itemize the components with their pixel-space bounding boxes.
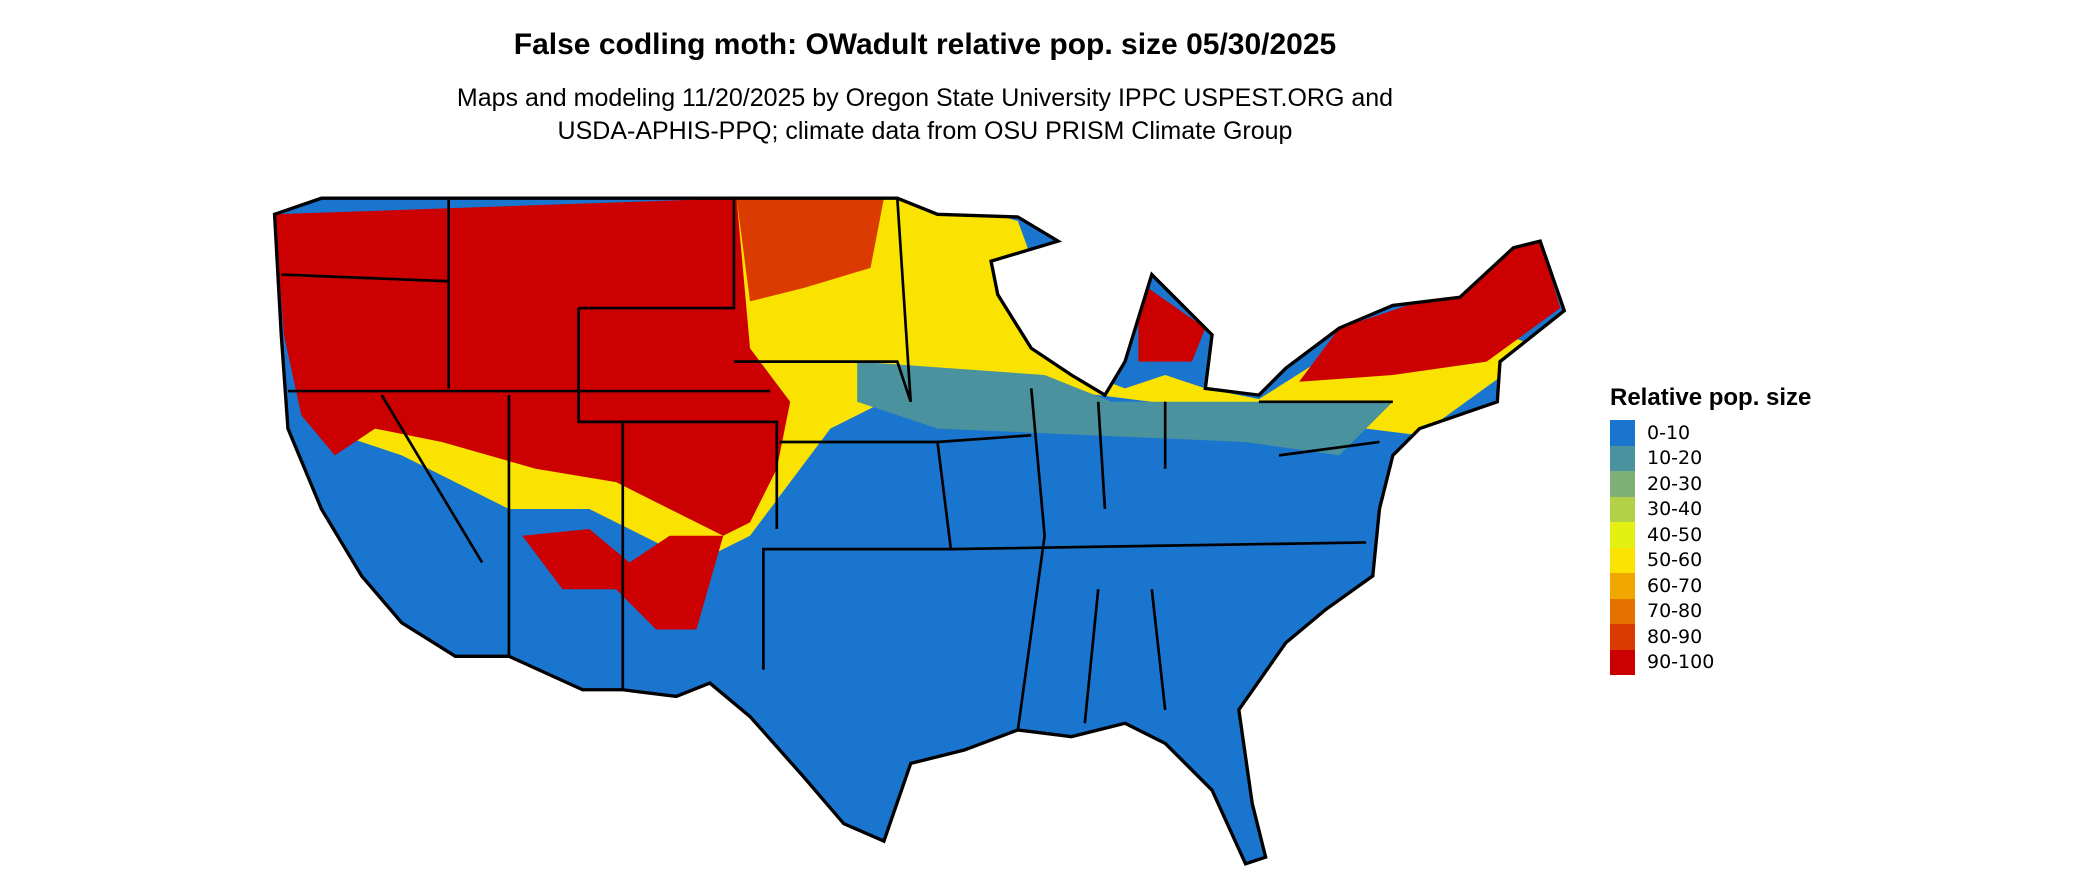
legend-item: 50-60 bbox=[1610, 547, 1811, 573]
legend-swatch bbox=[1610, 649, 1635, 675]
raster-zone bbox=[991, 241, 1561, 382]
legend-label: 40-50 bbox=[1647, 523, 1703, 546]
legend-item: 60-70 bbox=[1610, 573, 1811, 599]
subtitle-line-2: USDA-APHIS-PPQ; climate data from OSU PR… bbox=[557, 117, 1293, 145]
legend-label: 0-10 bbox=[1647, 421, 1691, 444]
legend-label: 10-20 bbox=[1647, 447, 1703, 470]
legend: Relative pop. size 0-10 10-20 20-30 30-40 40… bbox=[1610, 384, 1811, 675]
map-title: False codling moth: OWadult relative pop… bbox=[513, 28, 1337, 61]
legend-item: 10-20 bbox=[1610, 445, 1811, 471]
legend-item: 40-50 bbox=[1610, 522, 1811, 548]
legend-item: 20-30 bbox=[1610, 471, 1811, 497]
raster-zone bbox=[274, 198, 791, 536]
legend-label: 50-60 bbox=[1647, 549, 1703, 572]
state-borders bbox=[281, 198, 1393, 731]
raster-zone bbox=[736, 198, 884, 302]
legend-label: 80-90 bbox=[1647, 625, 1703, 648]
legend-label: 60-70 bbox=[1647, 574, 1703, 597]
legend-swatch bbox=[1610, 420, 1635, 446]
legend-swatch bbox=[1610, 445, 1635, 471]
legend-label: 30-40 bbox=[1647, 498, 1703, 521]
legend-label: 90-100 bbox=[1647, 651, 1715, 674]
legend-items: 0-10 10-20 20-30 30-40 40-50 50-60 60-70 70-80 8… bbox=[1610, 420, 1811, 675]
legend-item: 70-80 bbox=[1610, 598, 1811, 624]
legend-swatch bbox=[1610, 624, 1635, 650]
legend-item: 80-90 bbox=[1610, 624, 1811, 650]
legend-label: 70-80 bbox=[1647, 600, 1703, 623]
legend-item: 90-100 bbox=[1610, 649, 1811, 675]
legend-swatch bbox=[1610, 573, 1635, 599]
legend-item: 0-10 bbox=[1610, 420, 1811, 446]
legend-swatch bbox=[1610, 598, 1635, 624]
legend-swatch bbox=[1610, 496, 1635, 522]
legend-label: 20-30 bbox=[1647, 472, 1703, 495]
subtitle-line-1: Maps and modeling 11/20/2025 by Oregon S… bbox=[456, 84, 1394, 112]
legend-swatch bbox=[1610, 547, 1635, 573]
legend-swatch bbox=[1610, 522, 1635, 548]
legend-item: 30-40 bbox=[1610, 496, 1811, 522]
legend-swatch bbox=[1610, 471, 1635, 497]
legend-title: Relative pop. size bbox=[1610, 384, 1812, 411]
raster-zone bbox=[857, 361, 1393, 456]
